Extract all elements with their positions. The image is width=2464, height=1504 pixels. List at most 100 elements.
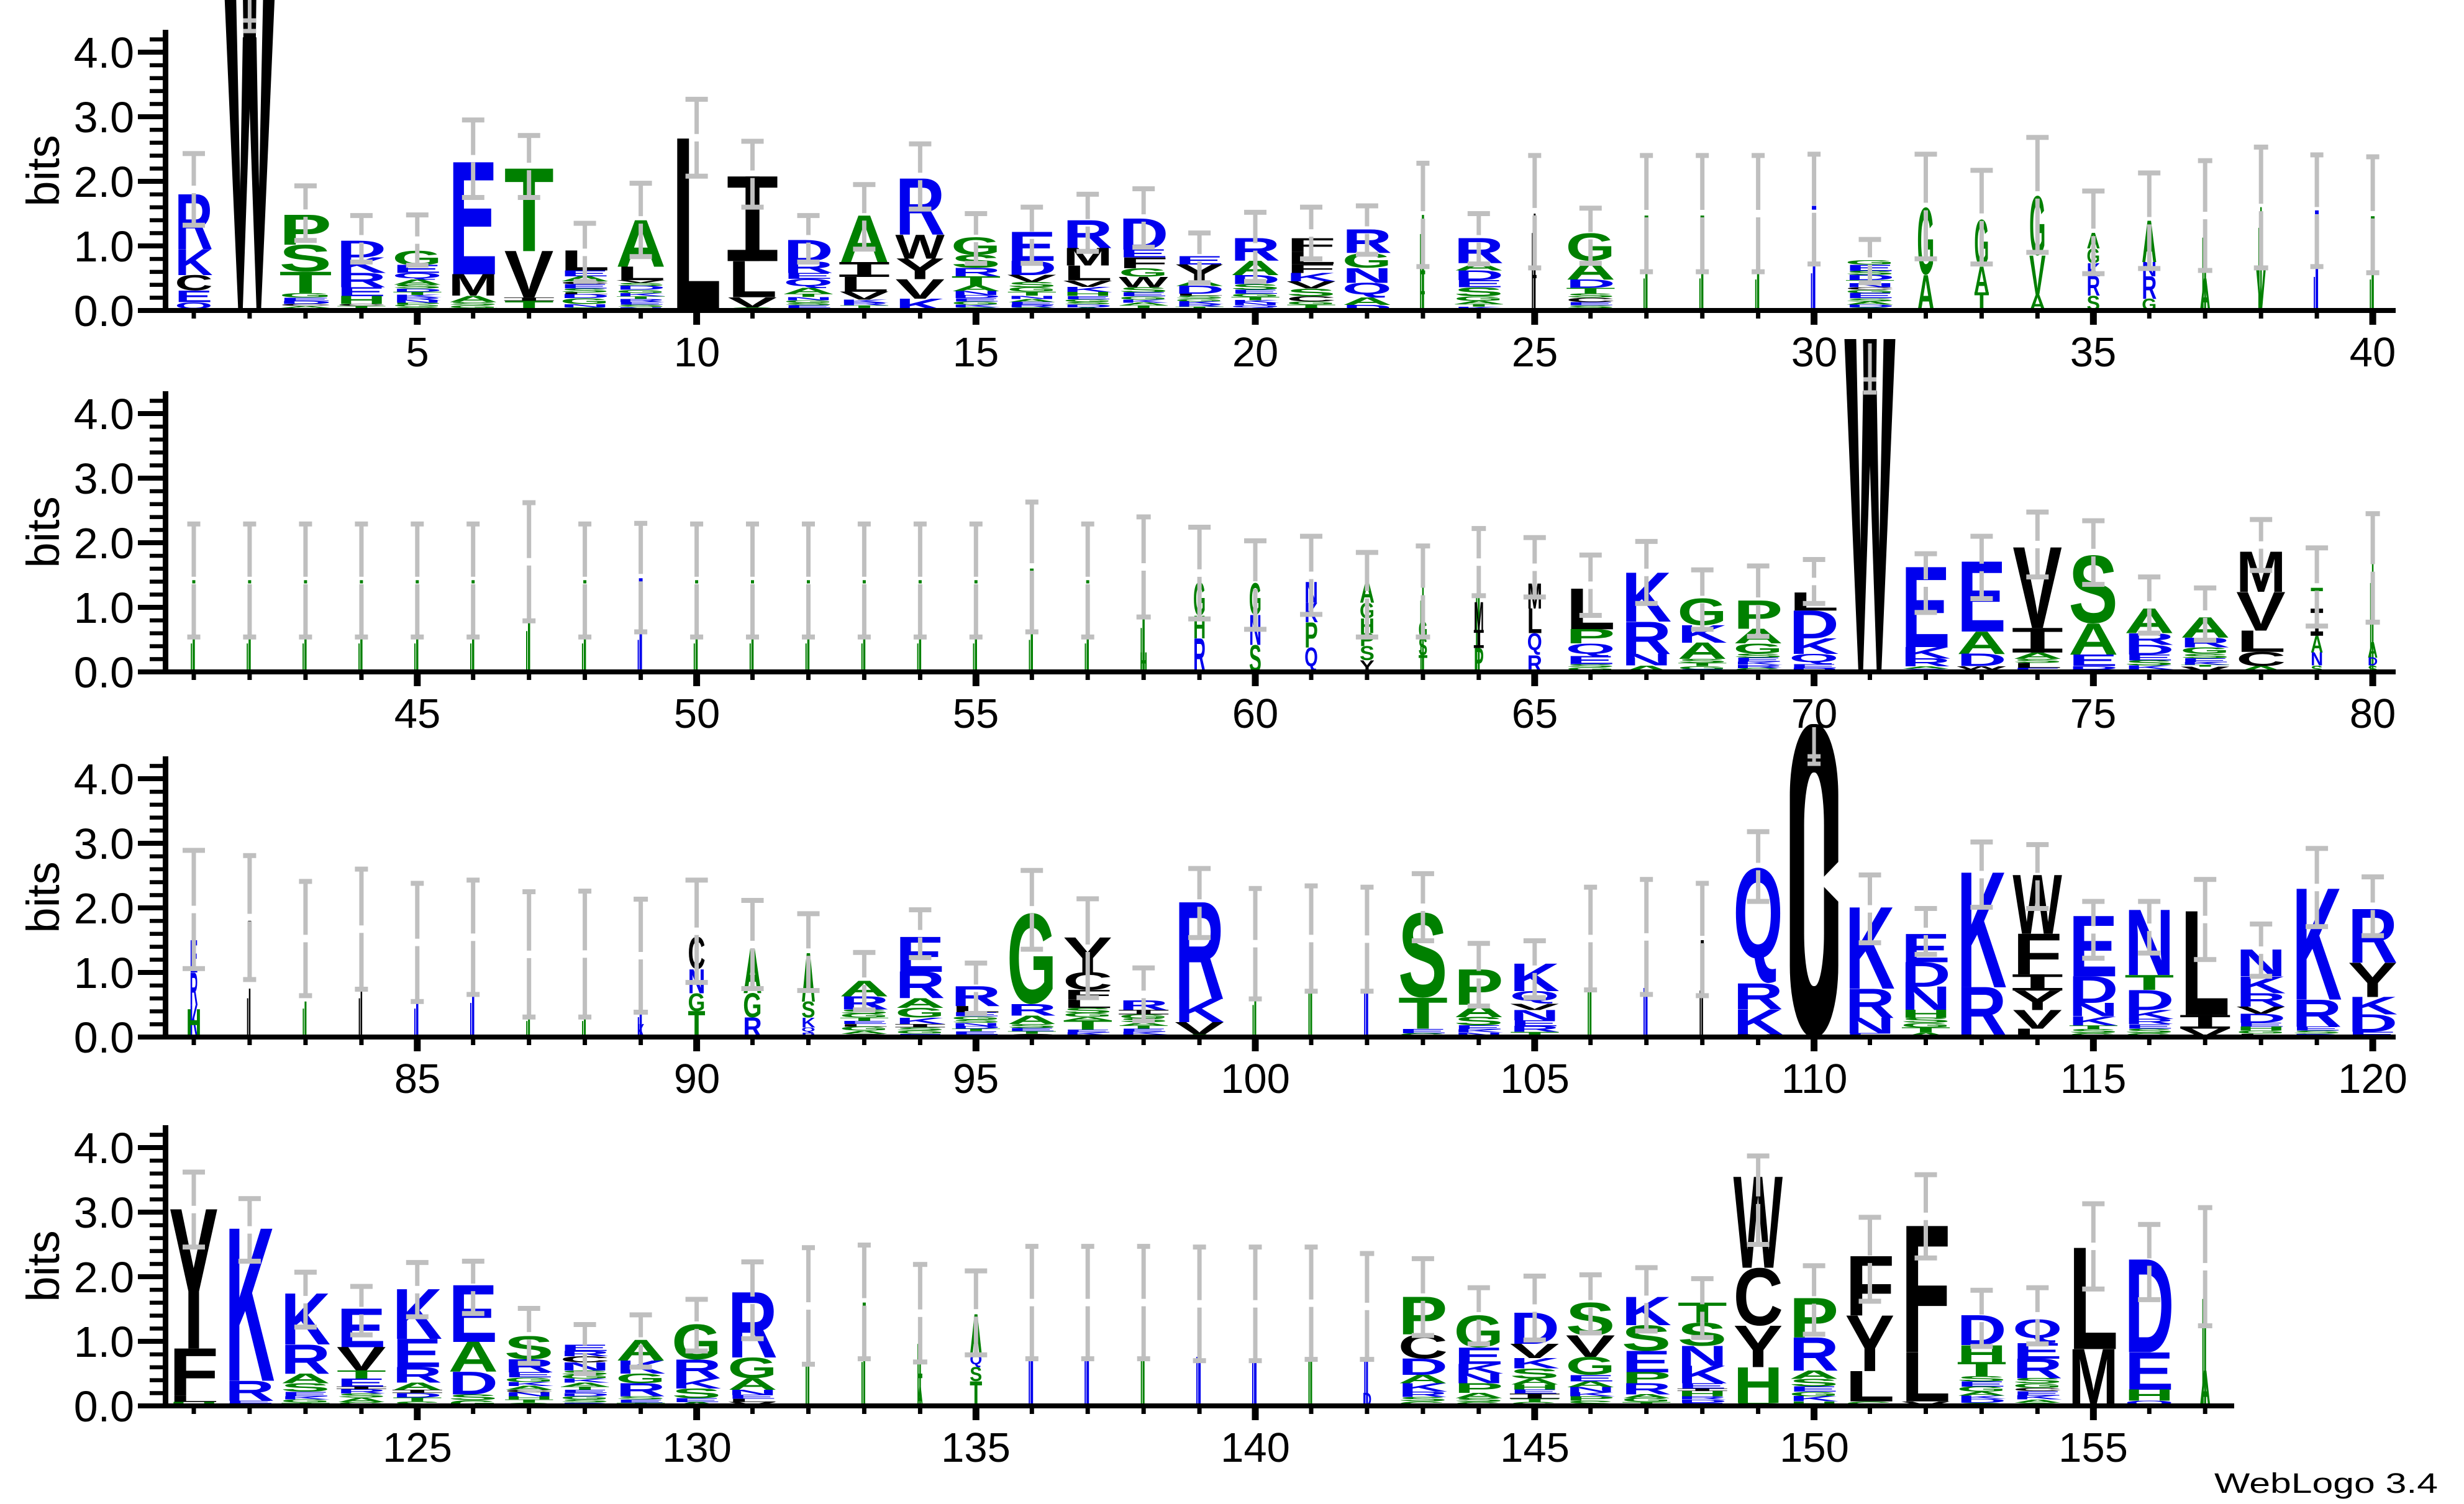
svg-text:10: 10 — [674, 329, 721, 376]
svg-text:S: S — [2012, 658, 2062, 664]
svg-text:D: D — [2068, 665, 2118, 670]
svg-text:T: T — [2124, 971, 2174, 995]
svg-text:G: G — [1845, 259, 1895, 266]
svg-text:R: R — [1734, 976, 1783, 1017]
svg-text:135: 135 — [941, 1425, 1011, 1471]
svg-text:T: T — [393, 291, 442, 296]
svg-text:Q: Q — [1789, 651, 1839, 664]
svg-text:E: E — [1230, 289, 1280, 295]
svg-text:90: 90 — [674, 1056, 721, 1102]
svg-text:E: E — [560, 1388, 610, 1393]
svg-text:K: K — [504, 1381, 554, 1387]
svg-text:E: E — [1119, 1028, 1168, 1033]
svg-text:1.0: 1.0 — [74, 949, 134, 997]
svg-text:E: E — [2124, 1341, 2174, 1402]
svg-text:D: D — [560, 293, 610, 299]
svg-text:Q: Q — [1342, 279, 1392, 298]
svg-text:S: S — [970, 1363, 982, 1385]
svg-text:G: G — [1454, 295, 1504, 302]
svg-text:E: E — [504, 1370, 554, 1379]
svg-text:D: D — [393, 1392, 442, 1399]
svg-text:N: N — [2068, 999, 2118, 1020]
svg-text:R: R — [1678, 1395, 1727, 1400]
svg-text:L: L — [2012, 661, 2062, 669]
svg-text:N: N — [1454, 1031, 1504, 1036]
svg-text:A: A — [728, 1375, 778, 1393]
svg-text:N: N — [1678, 1340, 1727, 1372]
svg-text:S: S — [280, 237, 332, 280]
svg-text:A: A — [783, 286, 833, 296]
svg-text:A: A — [448, 294, 498, 304]
svg-text:65: 65 — [1512, 691, 1558, 737]
svg-text:N: N — [1845, 282, 1895, 288]
svg-text:C: C — [175, 270, 213, 295]
svg-text:K: K — [2180, 661, 2230, 666]
svg-text:T: T — [839, 1017, 889, 1022]
svg-text:A: A — [1566, 1379, 1616, 1388]
svg-text:25: 25 — [1512, 329, 1558, 376]
svg-text:A: A — [1454, 261, 1504, 273]
svg-text:2.0: 2.0 — [74, 1253, 134, 1302]
svg-text:S: S — [616, 304, 666, 308]
svg-text:95: 95 — [953, 1056, 999, 1102]
svg-text:0.0: 0.0 — [74, 648, 134, 697]
svg-text:C: C — [280, 304, 332, 307]
svg-text:105: 105 — [1500, 1056, 1570, 1102]
svg-text:D: D — [2124, 641, 2174, 657]
svg-text:R: R — [1510, 1024, 1560, 1033]
svg-text:P: P — [1622, 1369, 1671, 1387]
svg-text:S: S — [1510, 1366, 1560, 1382]
svg-text:E: E — [1510, 1388, 1560, 1395]
svg-text:K: K — [1119, 299, 1168, 304]
svg-text:K: K — [1957, 1395, 2006, 1400]
svg-text:A: A — [1845, 301, 1895, 306]
svg-text:L: L — [616, 263, 666, 284]
svg-text:V: V — [839, 289, 889, 302]
svg-text:E: E — [951, 1030, 1001, 1035]
svg-text:A: A — [393, 278, 442, 286]
svg-text:K: K — [1510, 1355, 1560, 1372]
svg-text:E: E — [337, 284, 386, 299]
svg-text:Y: Y — [2012, 985, 2062, 1017]
svg-text:K: K — [2292, 854, 2342, 1035]
svg-text:D: D — [2348, 1009, 2398, 1038]
svg-text:L: L — [1527, 602, 1542, 641]
svg-text:G: G — [1566, 667, 1616, 671]
svg-text:L: L — [560, 292, 610, 295]
svg-text:T: T — [1063, 1017, 1112, 1033]
svg-text:E: E — [1789, 663, 1839, 669]
svg-text:R: R — [1398, 1390, 1448, 1398]
svg-text:R: R — [2142, 270, 2157, 307]
svg-text:15: 15 — [953, 329, 999, 376]
svg-text:E: E — [337, 1377, 386, 1389]
svg-text:T: T — [951, 273, 1001, 288]
svg-text:L: L — [839, 1023, 889, 1028]
svg-text:80: 80 — [2350, 691, 2396, 737]
svg-text:T: T — [280, 265, 332, 300]
svg-text:T: T — [1119, 304, 1168, 309]
svg-text:E: E — [1454, 1343, 1504, 1369]
svg-text:G: G — [281, 1398, 330, 1403]
svg-text:K: K — [2068, 1013, 2119, 1028]
svg-text:R: R — [895, 964, 945, 1007]
svg-text:T: T — [783, 292, 833, 297]
svg-text:E: E — [175, 287, 213, 306]
svg-text:K: K — [1398, 1380, 1448, 1394]
svg-text:V: V — [1007, 273, 1057, 284]
svg-text:S: S — [1845, 297, 1895, 302]
svg-text:A: A — [1398, 1372, 1448, 1386]
svg-text:C: C — [2012, 1387, 2062, 1392]
svg-text:G: G — [1957, 1385, 2006, 1393]
svg-text:A: A — [2012, 651, 2062, 661]
svg-text:P: P — [1566, 1395, 1616, 1402]
svg-text:G: G — [895, 1005, 945, 1021]
svg-text:K: K — [2124, 1007, 2175, 1022]
svg-text:G: G — [743, 987, 761, 1025]
svg-text:S: S — [672, 1386, 722, 1402]
svg-text:K: K — [175, 242, 213, 283]
svg-text:L: L — [1845, 1362, 1895, 1411]
svg-text:L: L — [1063, 261, 1112, 286]
svg-text:E: E — [1622, 1344, 1671, 1379]
svg-text:S: S — [1230, 283, 1280, 292]
svg-text:K: K — [190, 994, 198, 1047]
